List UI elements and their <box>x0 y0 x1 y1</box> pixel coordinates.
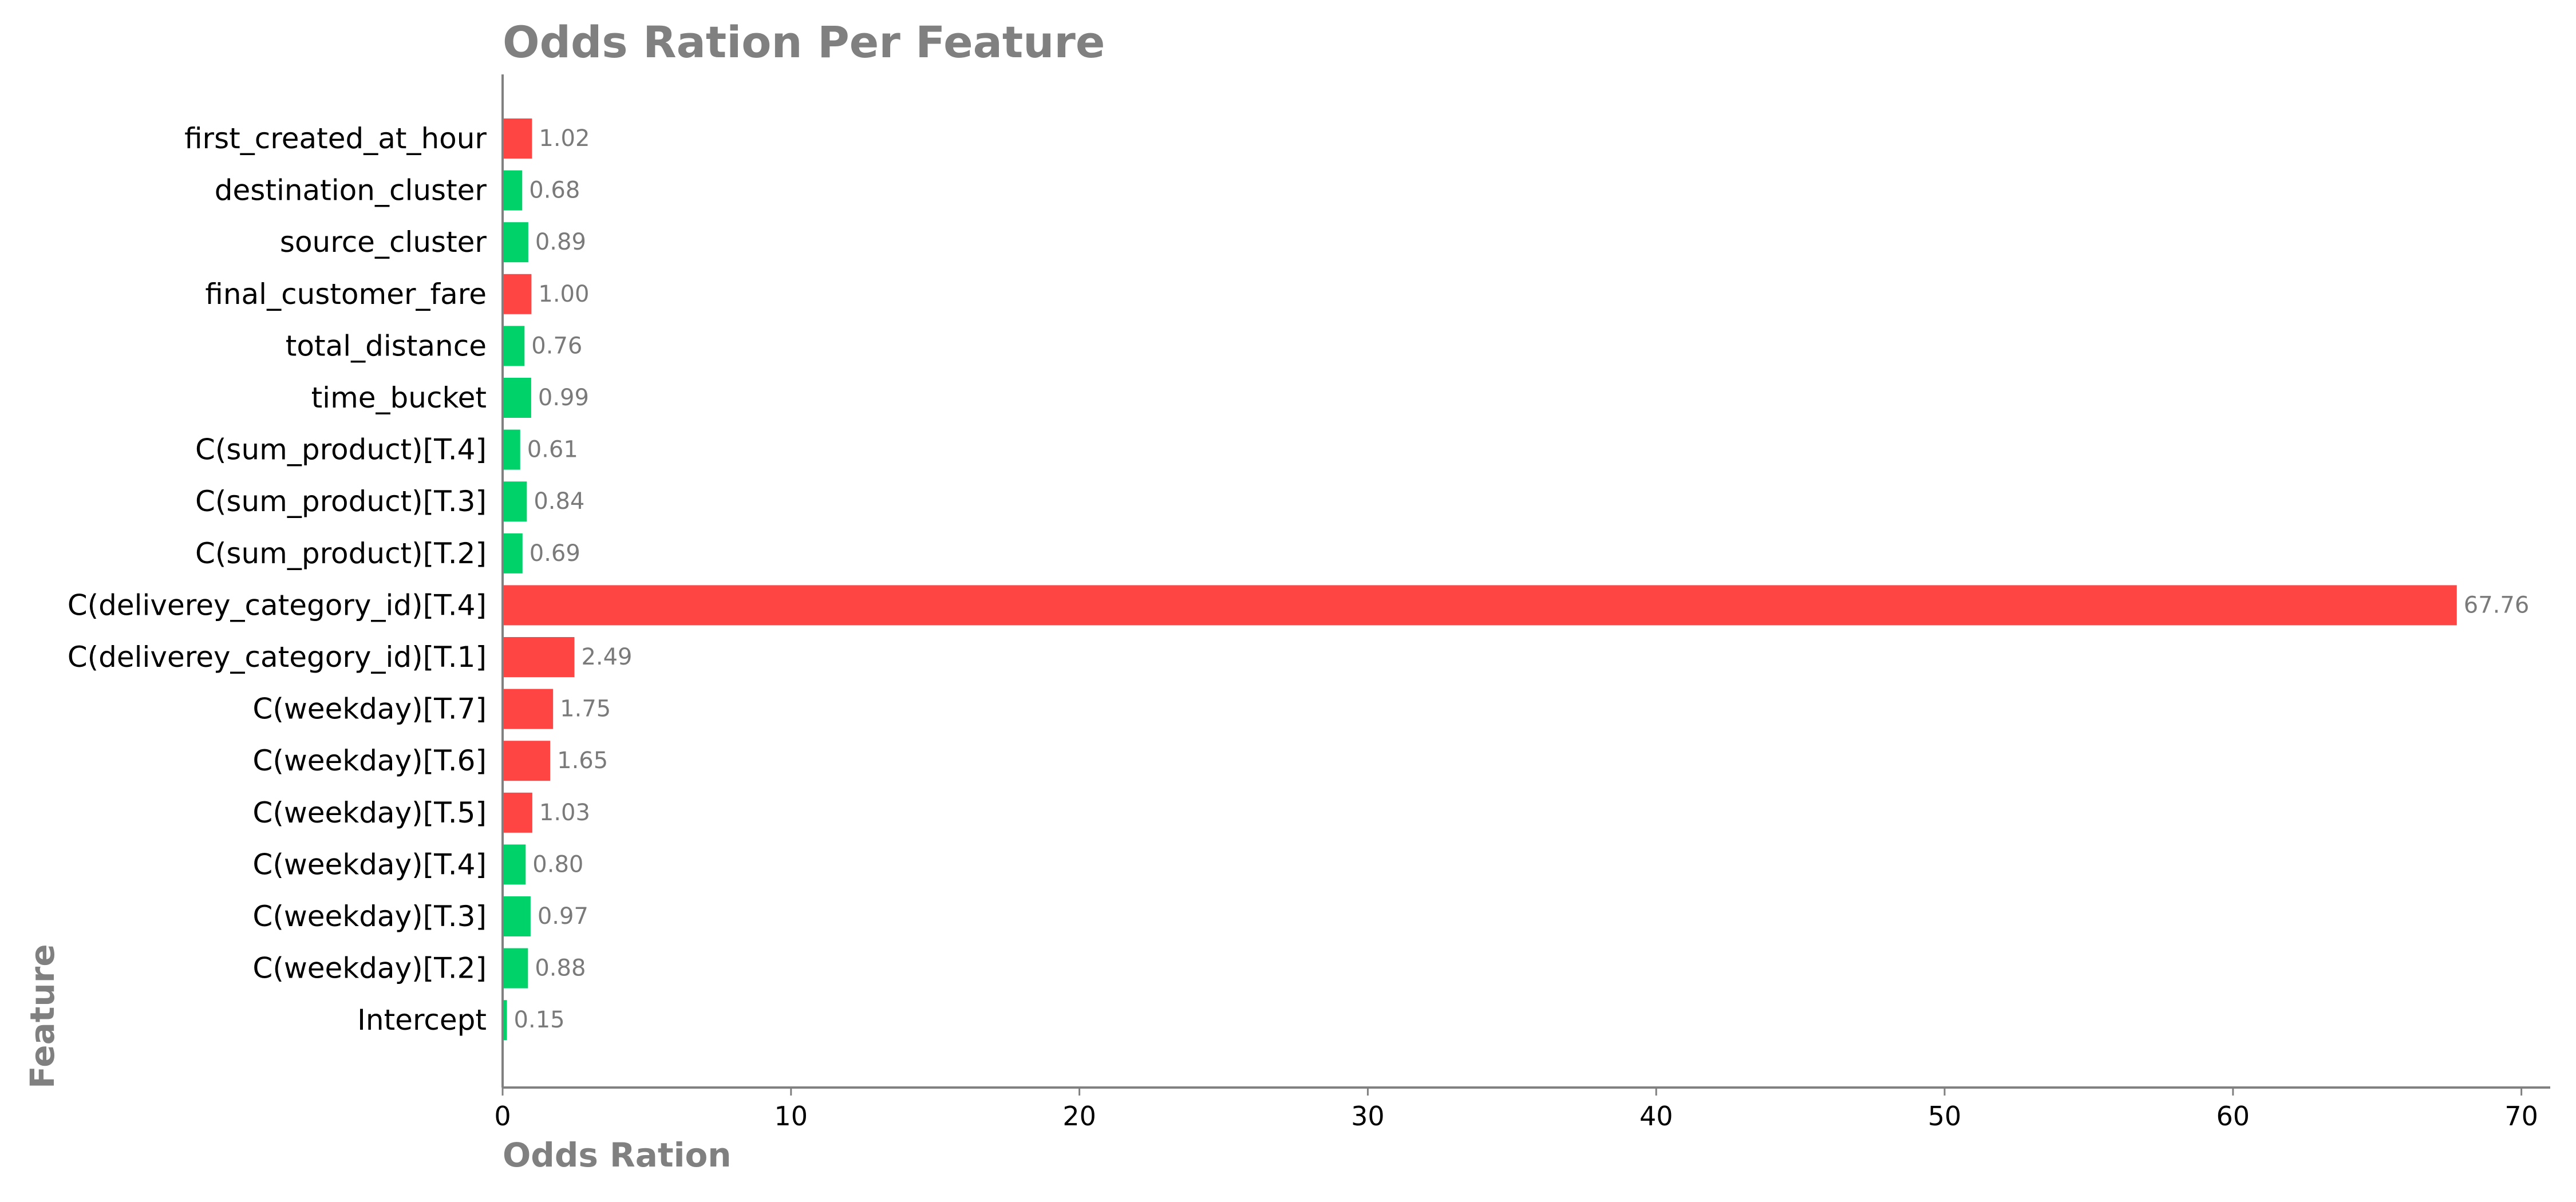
data-label: 0.69 <box>530 540 580 567</box>
category-label: source_cluster <box>280 226 487 259</box>
category-label: C(sum_product)[T.3] <box>195 485 487 518</box>
bar-c-weekday-t-6 <box>503 741 551 781</box>
x-axis-label: Odds Ration <box>503 1136 732 1175</box>
data-label: 2.49 <box>581 644 632 670</box>
bar-c-weekday-t-5 <box>503 792 532 833</box>
bar-time-bucket <box>503 378 531 418</box>
category-label: total_distance <box>286 329 487 362</box>
data-label: 0.61 <box>527 437 578 463</box>
data-label: 0.15 <box>514 1007 565 1033</box>
x-tick-label: 60 <box>2217 1101 2250 1132</box>
bar-c-deliverey-category-id-t-4 <box>503 585 2457 626</box>
category-label: Intercept <box>357 1003 487 1037</box>
data-label: 67.76 <box>2464 592 2530 618</box>
bar-c-weekday-t-7 <box>503 689 554 729</box>
category-label: C(weekday)[T.6] <box>252 744 487 777</box>
x-tick-label: 20 <box>1062 1101 1096 1132</box>
data-label: 1.65 <box>557 748 608 774</box>
category-label: C(weekday)[T.7] <box>252 693 487 726</box>
category-label: final_customer_fare <box>205 278 487 311</box>
bar-c-sum-product-t-4 <box>503 429 520 470</box>
bar-final-customer-fare <box>503 274 532 314</box>
bar-c-sum-product-t-2 <box>503 533 523 574</box>
data-label: 1.00 <box>538 281 589 307</box>
data-label: 0.99 <box>538 385 589 411</box>
data-label: 0.88 <box>535 955 586 982</box>
bar-c-weekday-t-3 <box>503 896 531 936</box>
data-label: 1.02 <box>539 125 590 152</box>
x-tick-label: 30 <box>1351 1101 1385 1132</box>
data-label: 0.84 <box>534 488 584 515</box>
category-label: C(weekday)[T.2] <box>252 952 487 985</box>
category-label: C(deliverey_category_id)[T.4] <box>68 588 487 622</box>
data-labels: 1.02 0.68 0.89 1.00 0.76 0.99 0.61 0.84 0.69 67.7… <box>514 125 2530 1033</box>
bar-total-distance <box>503 326 525 366</box>
chart-title: Odds Ration Per Feature <box>503 17 1105 68</box>
data-label: 0.89 <box>535 229 586 255</box>
bar-c-weekday-t-4 <box>503 844 526 885</box>
category-label: C(deliverey_category_id)[T.1] <box>68 640 487 674</box>
bar-destination-cluster <box>503 170 523 211</box>
x-tick-label: 40 <box>1639 1101 1673 1132</box>
category-label: C(weekday)[T.4] <box>252 848 487 881</box>
data-label: 0.80 <box>532 851 583 877</box>
bar-intercept <box>503 1000 507 1041</box>
bar-c-sum-product-t-3 <box>503 481 527 522</box>
data-label: 1.75 <box>560 696 611 722</box>
x-tick-label: 10 <box>775 1101 808 1132</box>
data-label: 0.68 <box>529 177 580 204</box>
bar-c-deliverey-category-id-t-1 <box>503 637 575 677</box>
category-label: C(sum_product)[T.2] <box>195 537 487 570</box>
bar-source-cluster <box>503 222 528 263</box>
data-label: 0.76 <box>531 333 582 359</box>
category-labels: first_created_at_hour destination_cluster… <box>68 122 487 1037</box>
category-label: time_bucket <box>311 381 487 414</box>
bar-c-weekday-t-2 <box>503 948 528 989</box>
bar-first-created-at-hour <box>503 118 532 159</box>
x-tick-label: 50 <box>1928 1101 1962 1132</box>
category-label: first_created_at_hour <box>184 122 487 155</box>
category-label: C(weekday)[T.5] <box>252 796 487 829</box>
category-label: C(weekday)[T.3] <box>252 900 487 933</box>
x-tick-label: 70 <box>2504 1101 2538 1132</box>
category-label: C(sum_product)[T.4] <box>195 433 487 466</box>
bars-layer <box>503 118 2457 1041</box>
data-label: 0.97 <box>538 903 588 930</box>
data-label: 1.03 <box>539 800 590 826</box>
x-tick-label: 0 <box>494 1101 511 1132</box>
category-label: destination_cluster <box>215 174 487 207</box>
y-axis-label: Feature <box>23 944 62 1089</box>
x-axis-ticks: 0 10 20 30 40 50 60 70 <box>494 1088 2538 1132</box>
